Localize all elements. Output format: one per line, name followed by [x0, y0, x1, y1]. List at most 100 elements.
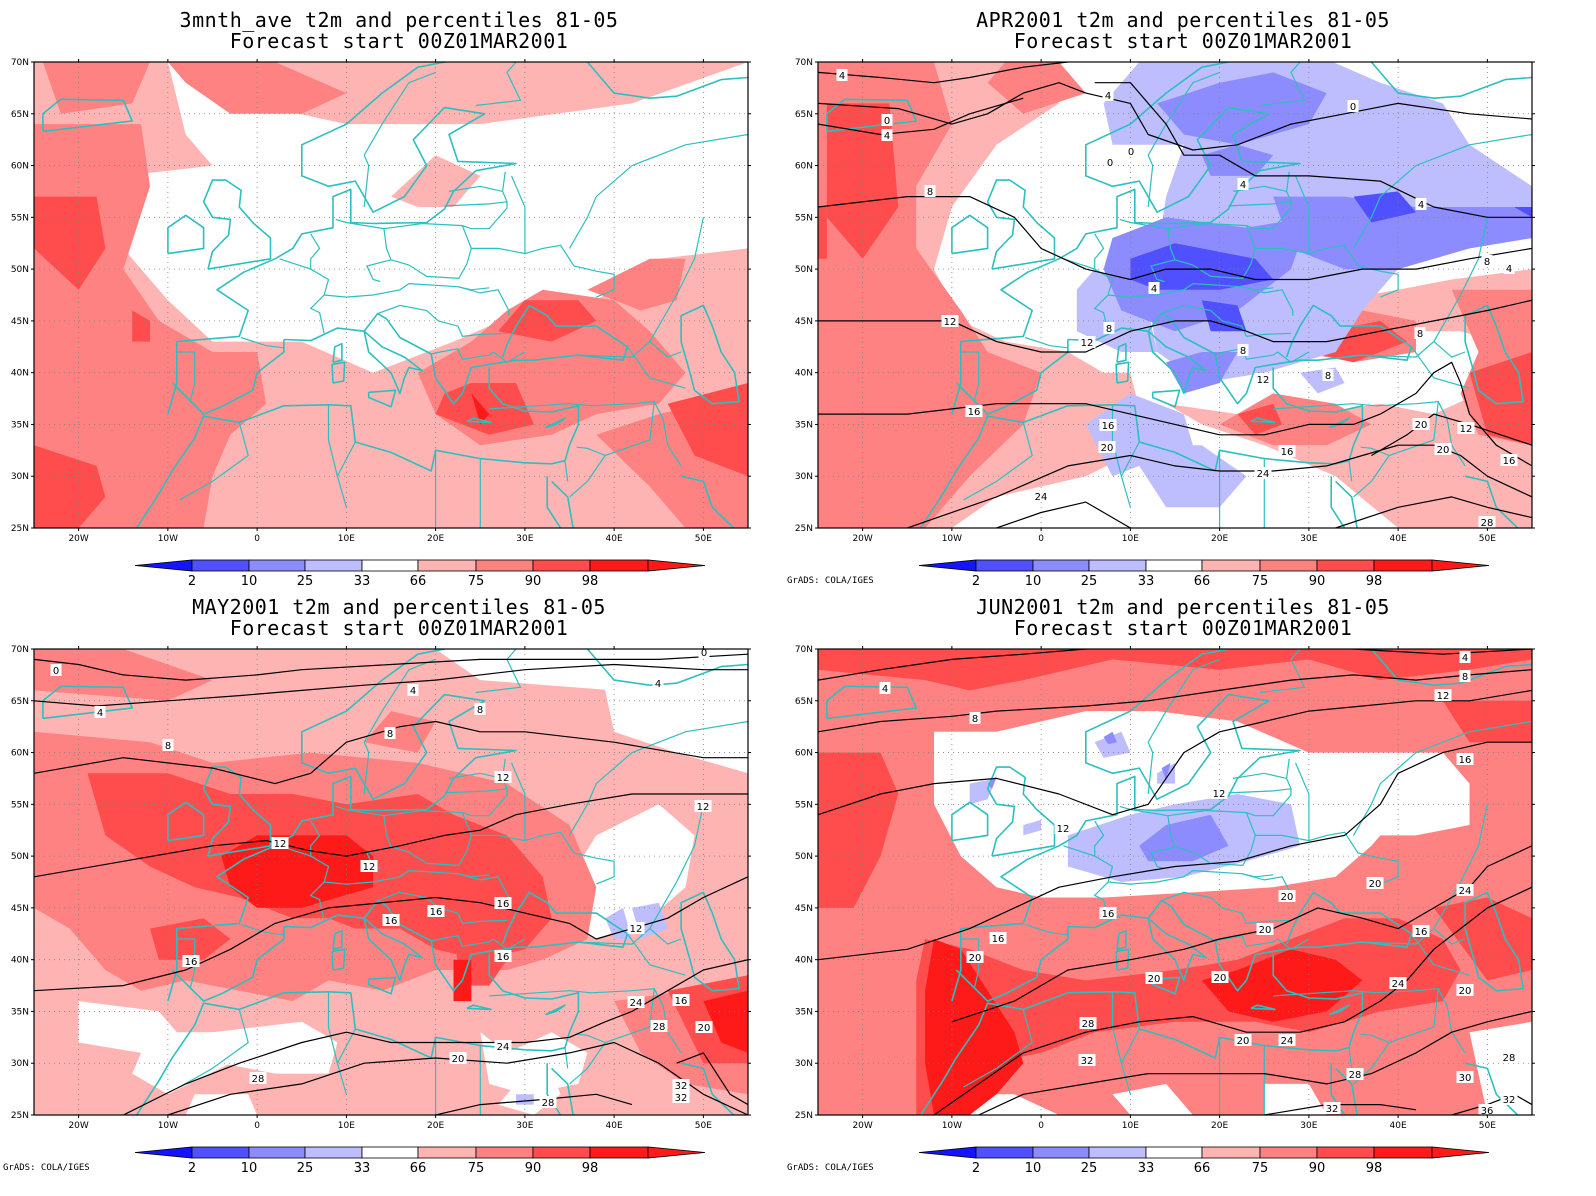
colorbar-label: 90 — [1309, 574, 1326, 589]
colorbar-label: 98 — [1366, 1161, 1383, 1176]
temperature-contour — [818, 62, 1068, 84]
country-border — [1119, 218, 1176, 283]
country-border — [493, 938, 526, 951]
contour-label: 16 — [992, 934, 1005, 945]
country-border — [493, 351, 526, 364]
latitude-label: 55N — [11, 800, 29, 810]
panel-subtitle: Forecast start 00Z01MAR2001 — [1013, 616, 1353, 640]
country-border — [471, 244, 615, 298]
percentile-shading — [605, 907, 632, 939]
latitude-label: 30N — [11, 1059, 29, 1069]
contour-label: 32 — [675, 1081, 688, 1092]
percentile-shading — [1237, 970, 1283, 1012]
contour-label: 24 — [630, 998, 643, 1009]
country-border — [1437, 988, 1466, 1054]
colorbar-swatch — [361, 559, 419, 572]
contour-label: 20 — [1101, 443, 1114, 454]
country-border — [471, 831, 615, 885]
coastline — [1250, 417, 1276, 424]
longitude-label: 40E — [1390, 1121, 1407, 1131]
coastline — [331, 361, 346, 384]
coastline — [1370, 62, 1532, 99]
contour-label: 16 — [1102, 909, 1115, 920]
colorbar: 2 10 25 33 66 75 90 98 — [134, 1146, 706, 1176]
coastline — [680, 1062, 735, 1115]
country-border — [649, 217, 704, 342]
temperature-contour — [34, 876, 748, 992]
longitude-label: 10W — [158, 1121, 178, 1131]
percentile-shading — [703, 990, 748, 1053]
contour-label: 8 — [1484, 257, 1490, 268]
longitude-label: 10W — [158, 534, 178, 544]
map-panel: MAY2001 t2m and percentiles 81-05 Forecas… — [0, 587, 798, 1185]
colorbar-label: 98 — [582, 574, 599, 589]
country-border — [627, 346, 686, 389]
contour-label: 28 — [542, 1098, 555, 1109]
country-border — [1348, 1047, 1353, 1069]
contour-label: 16 — [1281, 447, 1294, 458]
latitude-label: 60N — [11, 749, 29, 759]
contour-label: 8 — [477, 705, 483, 716]
colorbar-label: 10 — [1025, 1161, 1042, 1176]
contour-label: 28 — [1349, 1070, 1362, 1081]
contour-label: 4 — [839, 71, 845, 82]
country-border — [1228, 788, 1292, 794]
colorbar-label: 10 — [241, 574, 258, 589]
percentile-shading — [667, 383, 748, 477]
percentile-shading — [1308, 752, 1470, 836]
percentile-shading — [480, 1032, 588, 1095]
percentile-shading — [185, 1094, 258, 1115]
colorbar-label: 75 — [1252, 1161, 1269, 1176]
country-border — [1353, 455, 1390, 498]
contour-label: 20 — [1148, 974, 1161, 985]
coastline — [1115, 948, 1130, 971]
coastline — [332, 929, 343, 951]
percentile-shading — [987, 776, 997, 789]
country-border — [377, 304, 508, 338]
longitude-label: 20W — [852, 1121, 872, 1131]
country-border — [1255, 244, 1399, 298]
latitude-label: 40N — [795, 956, 813, 966]
latitude-label: 35N — [795, 420, 813, 430]
country-border — [963, 422, 1033, 501]
temperature-contour — [818, 741, 1532, 961]
contour-label: 0 — [1107, 158, 1113, 169]
colorbar-label: 25 — [1081, 574, 1098, 589]
colorbar-swatch — [532, 1146, 591, 1159]
map-panel: APR2001 t2m and percentiles 81-05 Forecas… — [784, 0, 1582, 598]
country-border — [444, 788, 508, 794]
latitude-label: 65N — [11, 697, 29, 707]
percentile-shading — [818, 207, 827, 259]
contour-label: 20 — [1237, 1036, 1250, 1047]
contour-label: 12 — [363, 862, 376, 873]
longitude-label: 30E — [1300, 534, 1317, 544]
country-border — [448, 185, 503, 192]
contour-label: 16 — [385, 916, 398, 927]
coastline — [680, 304, 740, 405]
coastline — [826, 685, 917, 720]
contour-label: 24 — [1459, 886, 1472, 897]
contour-label: 12 — [1213, 789, 1226, 800]
longitude-label: 10W — [942, 534, 962, 544]
latitude-label: 40N — [795, 369, 813, 379]
country-border — [569, 1042, 606, 1085]
contour-label: 12 — [1460, 424, 1473, 435]
percentile-shading — [34, 445, 106, 528]
colorbar-swatch — [248, 1146, 306, 1159]
latitude-label: 25N — [11, 1111, 29, 1121]
contour-label: 32 — [1326, 1104, 1339, 1115]
coastline — [1147, 330, 1207, 395]
longitude-label: 10E — [338, 1121, 355, 1131]
contour-label: 12 — [630, 924, 643, 935]
coastline — [332, 342, 343, 364]
coastline — [466, 417, 492, 424]
coastline — [551, 1067, 574, 1115]
coastline — [1330, 476, 1346, 528]
contour-label: 8 — [387, 729, 393, 740]
colorbar-swatch — [475, 559, 534, 572]
colorbar-swatch — [475, 1146, 534, 1159]
colorbar-swatch — [589, 559, 649, 572]
contour-label: 8 — [165, 741, 171, 752]
colorbar-label: 33 — [1138, 1161, 1155, 1176]
colorbar-swatch — [191, 559, 250, 572]
